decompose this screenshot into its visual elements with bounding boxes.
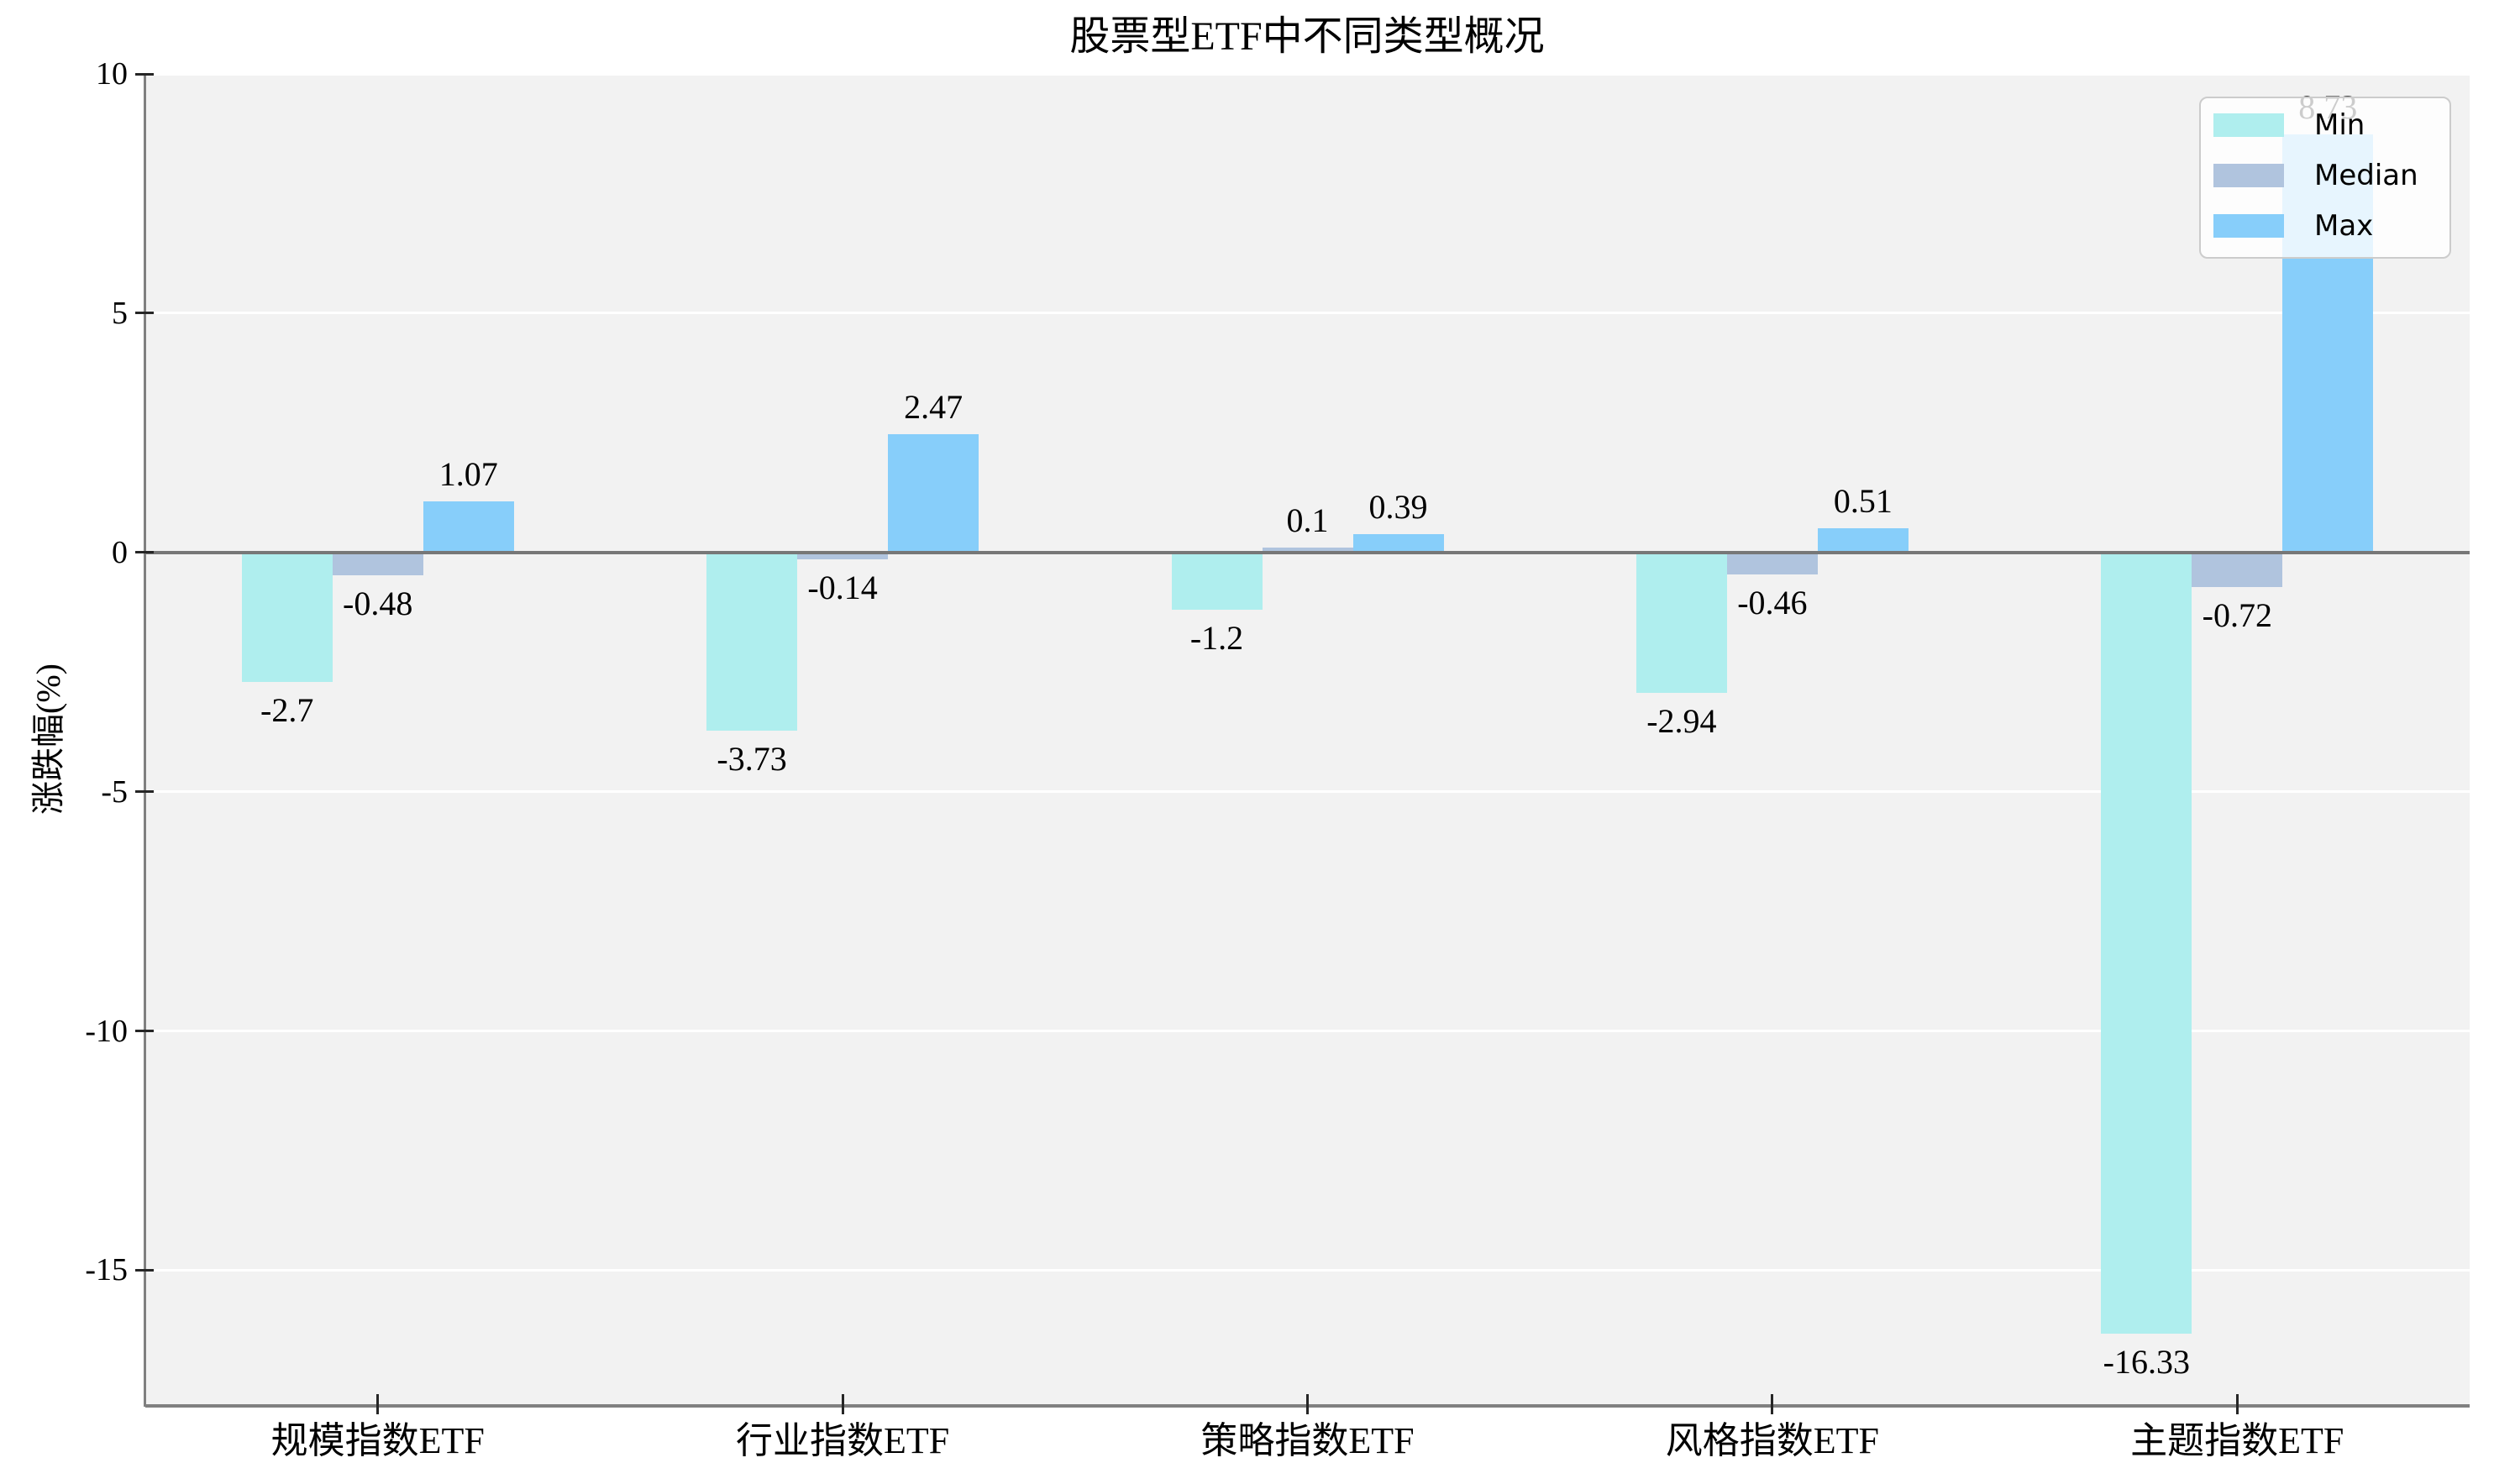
y-tick-mark [135, 72, 154, 76]
y-tick-label: -5 [101, 773, 128, 810]
y-tick-label: 10 [96, 56, 128, 92]
bar-max-行业指数ETF [888, 434, 979, 553]
gridline [145, 790, 2470, 794]
legend-item-median: Median [2201, 159, 2449, 192]
gridline [145, 312, 2470, 315]
legend-label: Min [2314, 108, 2365, 142]
bar-min-风格指数ETF [1636, 552, 1727, 694]
bar-value-label: -0.72 [2202, 595, 2272, 634]
bar-value-label: 2.47 [904, 388, 963, 427]
bar-min-主题指数ETF [2101, 552, 2192, 1335]
gridline [145, 72, 2470, 76]
x-category-label: 主题指数ETF [2130, 1420, 2344, 1461]
y-tick-label: 5 [112, 295, 128, 331]
legend-label: Max [2314, 209, 2374, 243]
legend-swatch-median [2213, 164, 2284, 187]
x-category-label: 规模指数ETF [270, 1420, 485, 1461]
y-tick-mark [135, 1030, 154, 1033]
bar-median-行业指数ETF [797, 552, 889, 559]
bar-value-label: -16.33 [2103, 1343, 2190, 1382]
gridline [145, 1268, 2470, 1272]
bar-value-label: 0.39 [1368, 487, 1428, 526]
gridline [145, 1030, 2470, 1033]
x-category-label: 行业指数ETF [735, 1420, 950, 1461]
legend-item-max: Max [2201, 209, 2449, 243]
bar-value-label: -2.7 [260, 690, 314, 729]
bar-value-label: 0.51 [1833, 481, 1893, 520]
x-tick-mark [841, 1394, 844, 1414]
x-tick-mark [1306, 1394, 1309, 1414]
bar-value-label: -0.14 [807, 568, 878, 606]
x-category-label: 风格指数ETF [1665, 1420, 1880, 1461]
chart-title: 股票型ETF中不同类型概况 [1069, 14, 1545, 59]
x-category-label: 策略指数ETF [1200, 1420, 1415, 1461]
legend: Min Median Max [2199, 97, 2451, 259]
plot-area [145, 72, 2470, 1404]
y-tick-mark [135, 551, 154, 554]
bar-value-label: -3.73 [717, 740, 787, 779]
legend-swatch-min [2213, 113, 2284, 137]
y-tick-label: 0 [112, 534, 128, 570]
legend-swatch-max [2213, 214, 2284, 238]
y-tick-label: -15 [85, 1252, 128, 1288]
bar-max-策略指数ETF [1352, 533, 1444, 553]
y-tick-label: -10 [85, 1013, 128, 1049]
y-tick-mark [135, 312, 154, 315]
bar-median-主题指数ETF [2192, 552, 2283, 587]
bar-max-风格指数ETF [1817, 527, 1909, 553]
bar-median-规模指数ETF [332, 552, 423, 576]
legend-label: Median [2314, 159, 2418, 192]
zero-line [145, 550, 2470, 554]
y-tick-mark [135, 790, 154, 794]
bar-value-label: 1.07 [438, 454, 498, 493]
bar-max-规模指数ETF [423, 501, 514, 553]
bar-median-策略指数ETF [1262, 548, 1353, 553]
bar-value-label: -0.46 [1737, 583, 1808, 621]
x-tick-mark [2235, 1394, 2239, 1414]
bar-median-风格指数ETF [1726, 552, 1818, 574]
bar-min-行业指数ETF [706, 552, 798, 732]
bar-value-label: -1.2 [1189, 619, 1244, 658]
bar-value-label: -0.48 [343, 585, 413, 623]
bar-value-label: -2.94 [1646, 702, 1717, 741]
bar-min-策略指数ETF [1171, 552, 1263, 611]
y-tick-mark [135, 1268, 154, 1272]
bar-value-label: 0.1 [1286, 501, 1329, 540]
x-tick-mark [1771, 1394, 1774, 1414]
legend-item-min: Min [2201, 108, 2449, 142]
y-axis-spine [144, 74, 146, 1407]
bar-min-规模指数ETF [241, 552, 333, 682]
x-tick-mark [376, 1394, 380, 1414]
